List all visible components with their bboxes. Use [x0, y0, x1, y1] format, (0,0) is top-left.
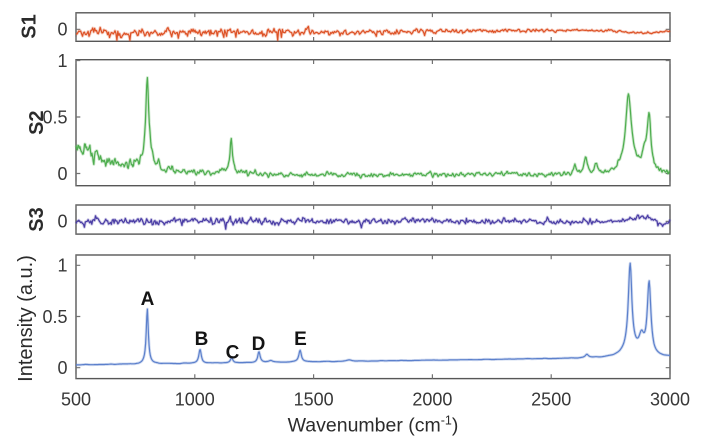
svg-text:2000: 2000: [412, 389, 452, 409]
svg-text:E: E: [294, 329, 307, 350]
svg-text:Wavenumber (cm-1): Wavenumber (cm-1): [288, 414, 459, 437]
svg-text:2500: 2500: [531, 389, 571, 409]
svg-text:1500: 1500: [294, 389, 334, 409]
svg-text:S2: S2: [26, 110, 48, 134]
svg-text:B: B: [195, 329, 209, 350]
svg-text:1000: 1000: [175, 389, 215, 409]
svg-text:0.5: 0.5: [42, 307, 67, 327]
svg-text:S1: S1: [19, 14, 41, 38]
svg-text:500: 500: [61, 389, 91, 409]
svg-text:1: 1: [57, 51, 67, 71]
svg-text:3000: 3000: [650, 389, 690, 409]
svg-text:0.5: 0.5: [42, 107, 67, 127]
svg-text:0: 0: [57, 212, 67, 232]
svg-text:A: A: [141, 289, 155, 310]
svg-text:Intensity (a.u.): Intensity (a.u.): [15, 255, 37, 382]
svg-text:C: C: [226, 343, 240, 364]
svg-text:0: 0: [57, 20, 67, 40]
svg-text:1: 1: [57, 256, 67, 276]
svg-text:D: D: [252, 334, 266, 355]
svg-text:0: 0: [57, 164, 67, 184]
svg-text:S3: S3: [26, 207, 48, 231]
svg-text:0: 0: [57, 358, 67, 378]
